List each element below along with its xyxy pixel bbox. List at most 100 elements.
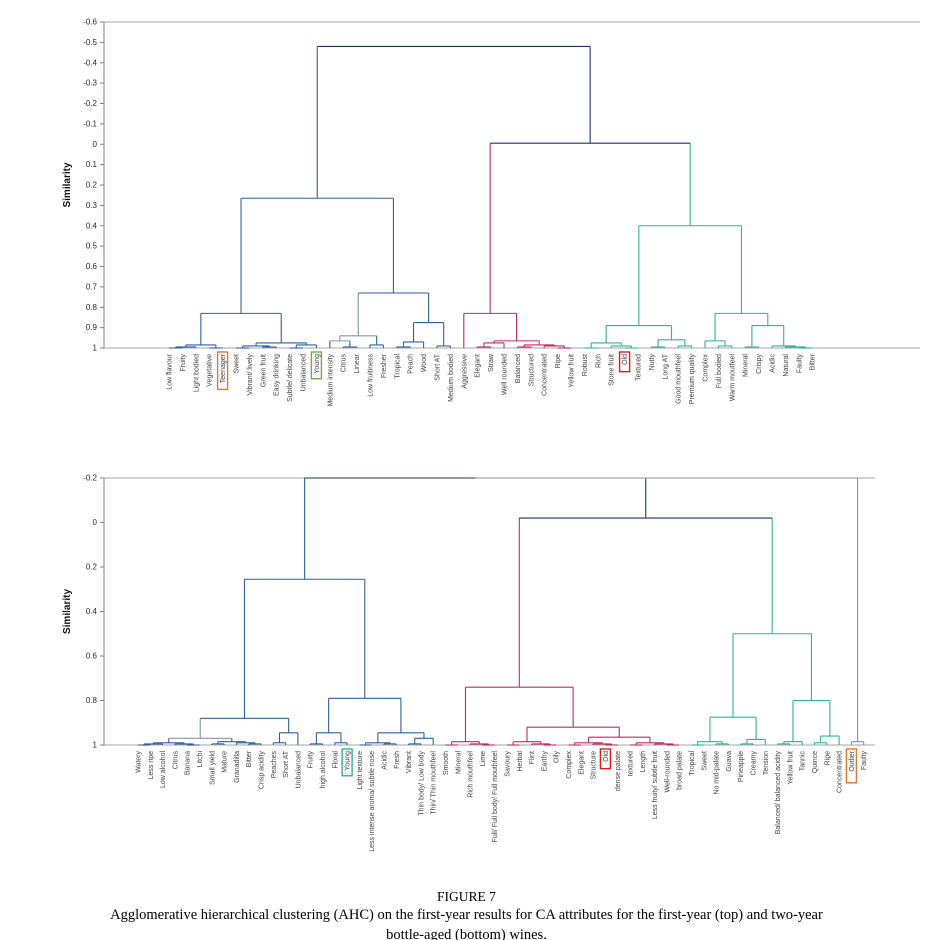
leaf-label: Complex (566, 751, 573, 779)
y-tick-label: 0.8 (86, 696, 98, 705)
leaf-label: Low fruitiness (368, 354, 375, 397)
y-tick-label: -0.2 (83, 474, 97, 483)
leaf-label: Unbalanced (301, 354, 308, 391)
leaf-label: Banana (185, 751, 192, 775)
leaf-label: Natural (783, 354, 790, 377)
leaf-label: Tension (763, 751, 770, 775)
leaf-label: Ripe (824, 751, 831, 766)
leaf-label: Peach (408, 354, 415, 374)
leaf-label: Less ripe (148, 751, 155, 780)
y-tick-label: 1 (93, 741, 98, 750)
figure-number: FIGURE 7 (437, 889, 496, 904)
y-tick-label: 0.3 (86, 201, 98, 210)
leaf-label: Faulty (861, 751, 868, 771)
leaf-label: No mid-palate (714, 751, 721, 795)
y-tick-label: -0.4 (83, 58, 97, 67)
leaf-label: Vibrant/ lively (247, 354, 254, 396)
leaf-label: Stone fruit (609, 354, 616, 386)
leaf-label: Medium bodied (448, 354, 455, 402)
y-axis-title: Similarity (62, 589, 73, 634)
highlight-box (618, 351, 631, 373)
leaf-label: Floral (332, 751, 339, 769)
leaf-label: Full/ Full body/ Full mouthfeel (492, 751, 499, 843)
leaf-label: Earthy (541, 751, 548, 772)
leaf-label: Yellow fruit (569, 354, 576, 388)
leaf-label: Good mouthfeel (676, 354, 683, 404)
leaf-label: Quince (812, 751, 819, 773)
leaf-label: Low alcohol (160, 751, 167, 788)
leaf-label: Complex (703, 354, 710, 382)
figure-caption-line1: Agglomerative hierarchical clustering (A… (110, 907, 823, 923)
leaf-label: Herbal (517, 751, 524, 772)
leaf-label: Concentrated (542, 354, 549, 396)
leaf-label: Fruity (308, 751, 315, 769)
leaf-label: Premium quality (689, 354, 696, 405)
bottom-dendrogram-chart: -0.2 0 0.2 0.4 0.6 0.8 1 Similarity Watery Less r… (62, 474, 875, 852)
leaf-label: Old (622, 354, 629, 365)
leaf-label: Granadilla (234, 751, 241, 783)
leaf-label: Young (345, 751, 352, 771)
leaf-label: Smooth (443, 751, 450, 775)
leaf-label: Citrus (172, 751, 179, 770)
figure-caption-line2: bottle-aged (bottom) wines. (386, 927, 547, 940)
y-tick-label: 0.4 (86, 221, 98, 230)
leaf-label: Aggressive (461, 354, 468, 389)
leaf-label: Sweet (701, 751, 708, 771)
leaf-label: Bitter (246, 750, 253, 767)
leaf-label: Short AT (435, 353, 442, 380)
top-dendrogram-chart: -0.6 -0.5 -0.4 -0.3 -0.2 -0.1 0 0.1 0.2 0.3 0.4 0.5… (62, 18, 920, 407)
leaf-label: Green fruit (260, 354, 267, 387)
y-tick-label: 0.8 (86, 303, 98, 312)
leaf-label: Long AT (662, 353, 669, 379)
y-tick-label: -0.2 (83, 99, 97, 108)
leaf-label: Medium intensity (327, 354, 334, 407)
leaf-label: Light texture (357, 751, 364, 790)
leaf-label: Vibrant (406, 751, 413, 773)
leaf-label: Well rounded (502, 354, 509, 395)
leaf-label: Textured (636, 354, 643, 381)
highlight-box (216, 351, 229, 391)
leaf-label: Elegant (475, 354, 482, 378)
leaf-label: Guava (726, 751, 733, 772)
leaf-label: Faulty (796, 354, 803, 374)
leaf-label: Old (603, 751, 610, 762)
leaf-label: Easy drinking (274, 354, 281, 396)
leaf-label: Less intense aroma/ subtle nose (369, 751, 376, 852)
leaf-label: Fresher (381, 353, 388, 378)
y-tick-label: 0 (93, 518, 98, 527)
leaf-label: Fresh (394, 751, 401, 769)
leaf-label: Elegant (578, 751, 585, 775)
leaf-label: Well-rounded (664, 751, 671, 793)
y-tick-label: 0.6 (86, 652, 98, 661)
leaf-label: Mature (222, 751, 229, 773)
leaf-label: Straw (488, 353, 495, 372)
leaf-label: Fruity (180, 354, 187, 372)
highlight-box (310, 351, 323, 380)
y-axis-title: Similarity (62, 162, 73, 207)
y-tick-label: 0 (93, 140, 98, 149)
y-tick-label: 0.2 (86, 563, 98, 572)
y-tick-label: -0.5 (83, 38, 97, 47)
leaf-label: Rich (595, 354, 602, 368)
leaf-label: Tannic (800, 751, 807, 772)
leaf-label: Warm moutfeel (729, 354, 736, 402)
leaf-label: Flint (529, 751, 536, 764)
leaf-label: Yellow fruit (787, 751, 794, 785)
leaf-label: Lime (480, 751, 487, 766)
leaf-label: Structure (591, 751, 598, 780)
y-tick-label: 0.2 (86, 181, 98, 190)
leaf-label: Balanced/ balanced acidity (775, 751, 782, 835)
leaf-label: Vegetative (207, 354, 214, 387)
highlight-box (845, 748, 858, 784)
y-tick-label: -0.3 (83, 79, 97, 88)
leaf-label: Tropical (394, 354, 401, 379)
y-tick-label: 0.9 (86, 323, 98, 332)
leaf-label: Citrus (341, 354, 348, 373)
y-tick-label: 0.7 (86, 282, 98, 291)
y-tick-label: 1 (93, 344, 98, 353)
leaf-label: Tropical (689, 751, 696, 776)
figure-caption: FIGURE 7 Agglomerative hierarchical clus… (0, 889, 933, 940)
leaf-label: Wood (421, 354, 428, 372)
leaf-label: Outlier (849, 750, 856, 771)
